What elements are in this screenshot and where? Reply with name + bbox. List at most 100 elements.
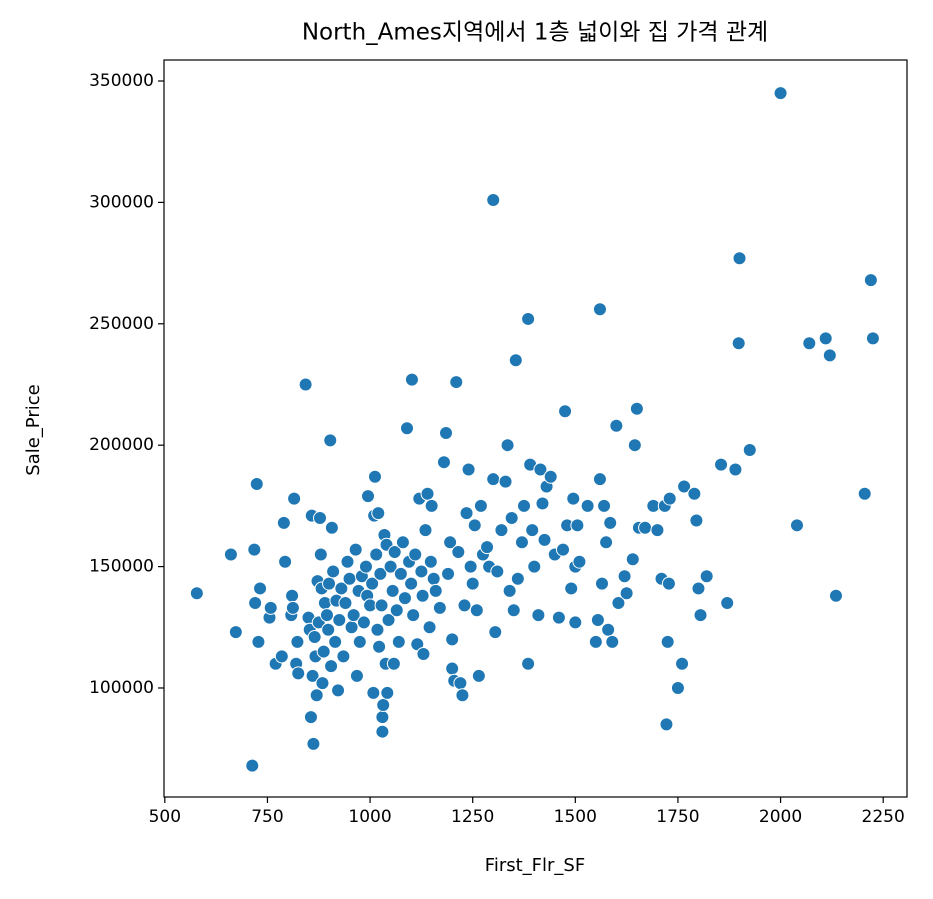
y-axis-label: Sale_Price [23,384,44,475]
point [424,498,439,513]
point [601,622,616,637]
point [380,685,395,700]
point [307,629,322,644]
point [675,656,690,671]
point [732,251,747,266]
point [525,523,540,538]
point [677,479,692,494]
point [441,566,456,581]
point [338,596,353,611]
point [274,649,289,664]
point [228,625,243,640]
point [251,634,266,649]
point [588,634,603,649]
point [742,443,757,458]
point [317,596,332,611]
point [728,462,743,477]
point [245,758,260,773]
point [324,659,339,674]
point [249,477,264,492]
point [802,336,817,351]
point [731,336,746,351]
y-tick-label: 300000 [89,192,154,212]
point [383,559,398,574]
point [605,634,620,649]
point [662,491,677,506]
point [370,622,385,637]
point [599,535,614,550]
x-tick-label: 1000 [348,807,391,827]
point [597,498,612,513]
point [531,608,546,623]
point [660,634,675,649]
point [625,552,640,567]
x-tick-label: 1750 [656,807,699,827]
point [439,426,454,441]
point [334,581,349,596]
x-axis-label: First_Flr_SF [485,855,585,876]
point [375,710,390,725]
point [494,523,509,538]
point [331,683,346,698]
point [278,554,293,569]
point [312,511,327,526]
point [720,596,735,611]
point [404,576,419,591]
point [619,586,634,601]
point [714,457,729,472]
point [386,656,401,671]
x-tick-label: 500 [149,807,181,827]
point [465,576,480,591]
point [590,613,605,628]
point [385,583,400,598]
point [661,576,676,591]
point [365,576,380,591]
point [498,474,513,489]
point [467,518,482,533]
point [361,489,376,504]
chart-title: North_Ames지역에서 1층 넓이와 집 가격 관계 [302,20,768,46]
point [517,498,532,513]
point [426,571,441,586]
x-tick-label: 1250 [451,807,494,827]
point [490,564,505,579]
point [376,697,391,712]
point [659,717,674,732]
point [480,540,495,555]
point [247,542,262,557]
point [391,634,406,649]
point [415,588,430,603]
point [504,511,519,526]
point [508,353,523,368]
point [371,506,386,521]
point [449,375,464,390]
point [693,608,708,623]
point [455,688,470,703]
point [533,462,548,477]
point [818,331,833,346]
y-tick-label: 250000 [89,314,154,334]
point [461,462,476,477]
point [457,598,472,613]
x-tick-label: 750 [251,807,283,827]
point [463,559,478,574]
point [611,596,626,611]
point [369,547,384,562]
y-tick-label: 100000 [89,678,154,698]
point [521,311,536,326]
point [502,583,517,598]
point [319,608,334,623]
point [568,615,583,630]
x-tick-label: 2000 [759,807,802,827]
point [285,600,300,615]
point [348,542,363,557]
point [276,515,291,530]
point [336,649,351,664]
point [322,576,337,591]
point [473,498,488,513]
point [822,348,837,363]
point [445,661,460,676]
point [627,438,642,453]
point [459,506,474,521]
point [397,591,412,606]
